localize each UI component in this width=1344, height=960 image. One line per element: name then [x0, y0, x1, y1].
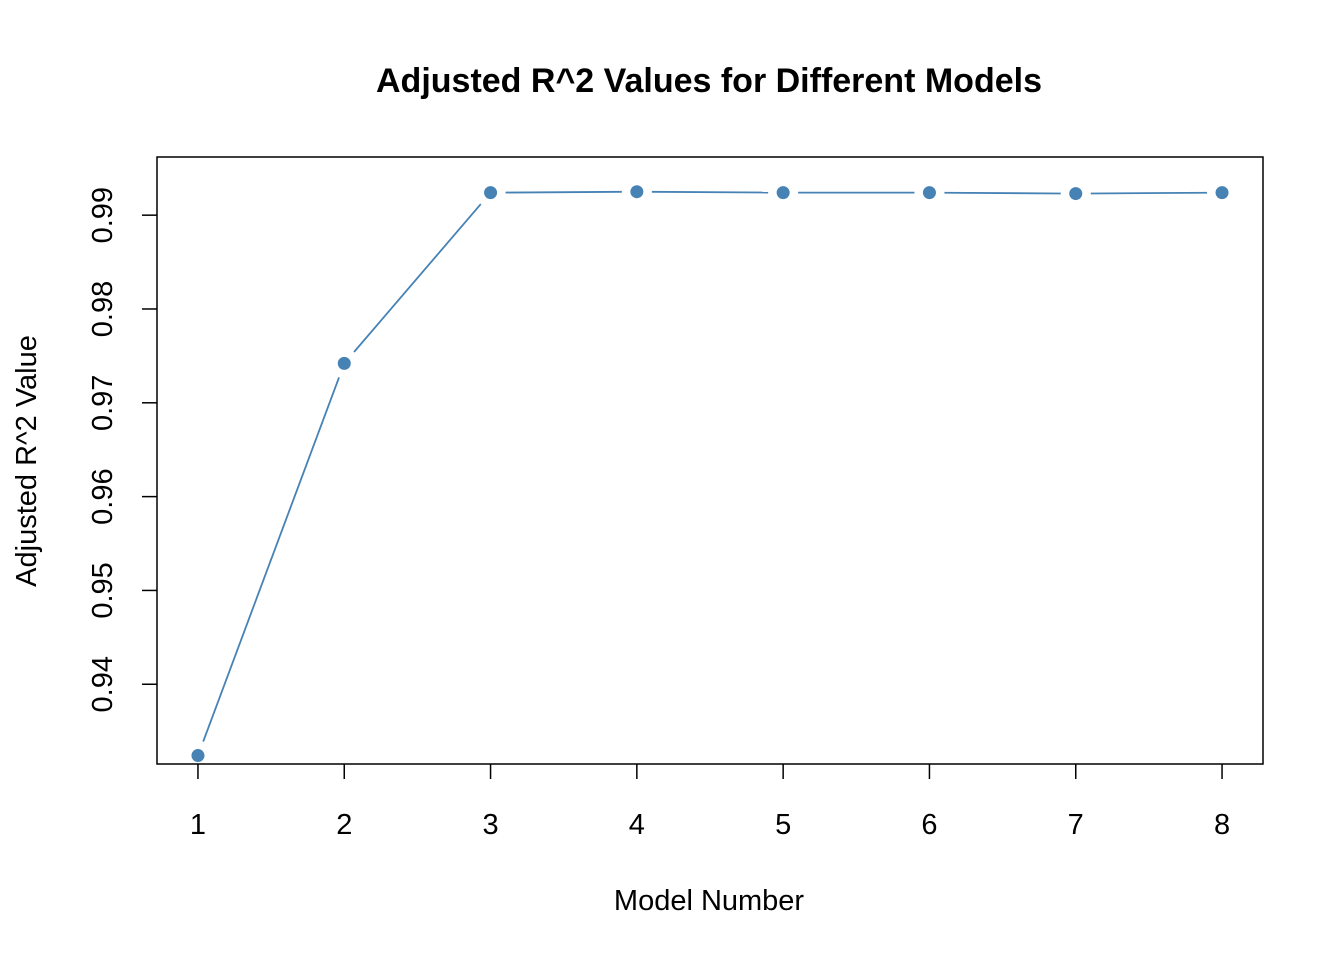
y-tick-label: 0.95: [87, 562, 119, 618]
data-point: [484, 186, 498, 200]
x-tick-label: 8: [1214, 809, 1230, 841]
data-point: [922, 186, 936, 200]
x-tick-label: 3: [482, 809, 498, 841]
y-tick-label: 0.96: [87, 468, 119, 524]
x-tick-label: 6: [921, 809, 937, 841]
y-axis-label: Adjusted R^2 Value: [11, 335, 43, 587]
plot-frame: [156, 156, 1264, 765]
series-layer: [191, 185, 1229, 763]
series-line-segment: [505, 190, 622, 194]
series-line-segment: [944, 191, 1061, 195]
x-tick-label: 1: [190, 809, 206, 841]
data-point: [337, 356, 351, 370]
y-tick-label: 0.98: [87, 281, 119, 337]
data-point: [1069, 187, 1083, 201]
x-tick-label: 4: [629, 809, 645, 841]
y-tick-label: 0.97: [87, 375, 119, 431]
y-tick-label: 0.94: [87, 656, 119, 712]
x-axis: 1 2 3 4 5 6 7 8: [190, 764, 1230, 841]
data-point: [630, 185, 644, 199]
series-line-segment: [353, 203, 482, 353]
series-line-segment: [651, 190, 769, 194]
x-tick-label: 7: [1068, 809, 1084, 841]
series-line-segment: [1090, 191, 1208, 195]
y-tick-label: 0.99: [87, 187, 119, 243]
x-axis-label: Model Number: [614, 885, 805, 917]
data-point: [191, 749, 205, 763]
data-point: [1215, 186, 1229, 200]
y-axis: 0.94 0.95 0.96 0.97 0.98 0.99: [87, 187, 157, 712]
data-point: [776, 186, 790, 200]
chart-title: Adjusted R^2 Values for Different Models: [376, 62, 1042, 100]
series-line-segment: [202, 377, 340, 742]
x-tick-label: 5: [775, 809, 791, 841]
x-tick-label: 2: [336, 809, 352, 841]
